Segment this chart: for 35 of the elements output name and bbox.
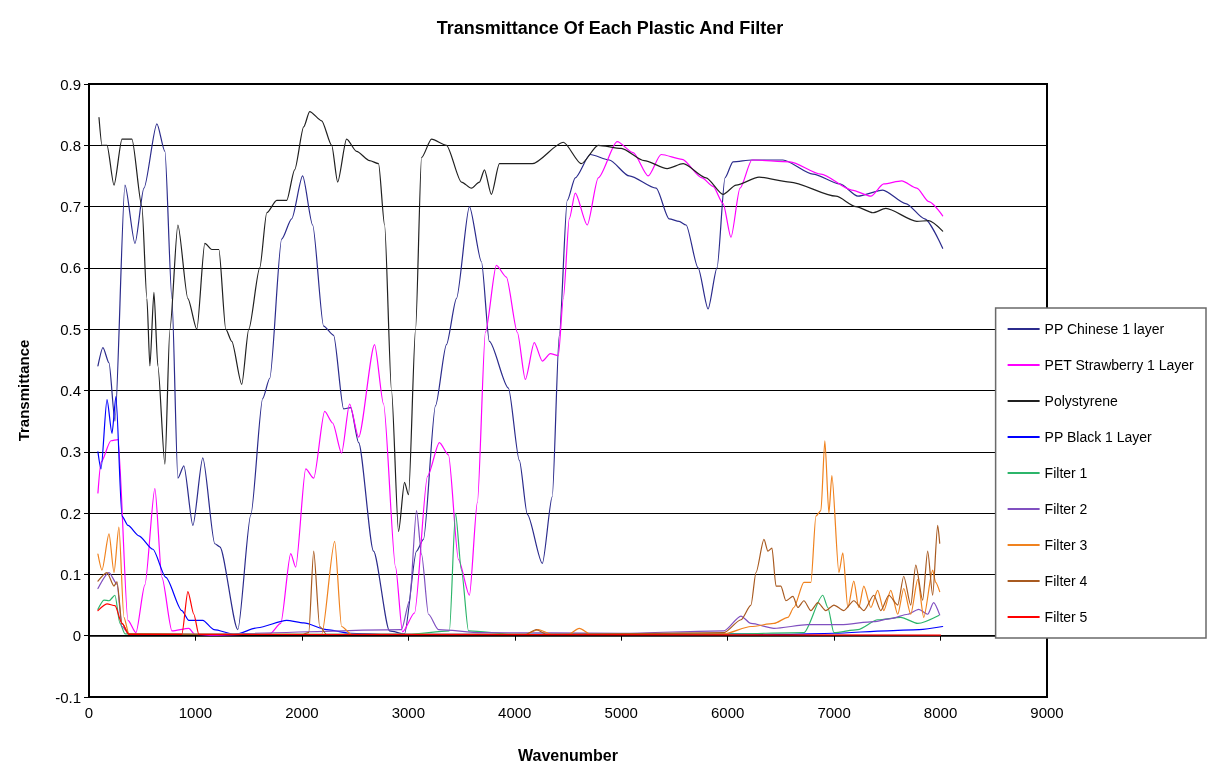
y-tick-label: 0.3 bbox=[60, 443, 81, 461]
y-tick-label: 0 bbox=[72, 627, 81, 645]
legend-label: Polystyrene bbox=[1044, 393, 1118, 409]
line-series bbox=[98, 110, 944, 533]
y-tick-label: 0.4 bbox=[60, 382, 81, 399]
chart-title: Transmittance Of Each Plastic And Filter bbox=[436, 18, 784, 38]
legend-label: Filter 4 bbox=[1044, 573, 1088, 589]
x-tick-label: 2000 bbox=[285, 704, 319, 721]
y-tick-label: 0.6 bbox=[60, 259, 81, 277]
y-tick-label: 0.9 bbox=[60, 75, 81, 93]
legend-label: PET Strawberry 1 Layer bbox=[1044, 357, 1195, 373]
x-tick-label: 5000 bbox=[604, 704, 638, 721]
x-tick-label: 6000 bbox=[710, 704, 745, 721]
y-axis-title: Transmittance bbox=[15, 339, 32, 442]
y-tick-label: 0.7 bbox=[60, 198, 81, 216]
x-axis-title: Wavenumber bbox=[518, 746, 618, 764]
x-tick-label: 9000 bbox=[1030, 704, 1064, 721]
legend-label: PP Black 1 Layer bbox=[1044, 429, 1153, 445]
y-tick-label: 0.5 bbox=[60, 320, 81, 338]
legend-label: Filter 5 bbox=[1044, 609, 1088, 625]
legend-label: Filter 1 bbox=[1044, 465, 1088, 481]
x-tick-label: 7000 bbox=[817, 704, 851, 721]
y-tick-label: -0.1 bbox=[55, 688, 81, 706]
x-tick-label: 4000 bbox=[498, 704, 532, 721]
legend-label: Filter 2 bbox=[1044, 501, 1088, 517]
legend-label: Filter 3 bbox=[1044, 537, 1088, 553]
legend-label: PP Chinese 1 layer bbox=[1044, 321, 1165, 337]
x-tick-label: 0 bbox=[84, 704, 94, 721]
y-tick-label: 0.8 bbox=[60, 136, 81, 154]
x-tick-label: 1000 bbox=[178, 704, 213, 721]
x-tick-label: 3000 bbox=[391, 704, 426, 721]
y-tick-label: 0.2 bbox=[60, 504, 81, 522]
line-series bbox=[97, 590, 942, 636]
y-tick-label: 0.1 bbox=[60, 565, 81, 583]
x-tick-label: 8000 bbox=[923, 704, 958, 721]
